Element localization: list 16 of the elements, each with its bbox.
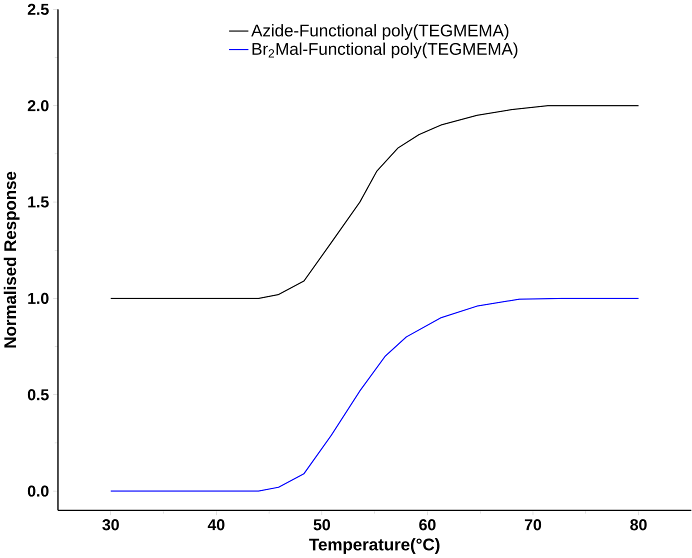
y-tick-label: 1.5 [28, 196, 49, 208]
x-tick-label: 50 [314, 519, 330, 531]
y-axis-title: Normalised Response [4, 172, 20, 348]
y-tick-label: 0.0 [28, 486, 49, 497]
x-tick-label: 80 [630, 519, 647, 531]
y-tick-label: 2.5 [28, 4, 49, 16]
x-tick-label: 30 [102, 519, 119, 531]
y-tick-label: 0.5 [28, 389, 49, 401]
y-tick-label: 1.0 [28, 293, 49, 304]
x-tick-label: 70 [524, 519, 542, 531]
x-axis-title: Temperature(°C) [309, 538, 440, 554]
y-tick-label: 2.0 [28, 100, 49, 112]
x-tick-label: 40 [208, 519, 224, 531]
x-tick-label: 60 [419, 519, 436, 531]
legend-label: Br$_{2}$Mal-Functional poly(TEGMEMA) [252, 42, 518, 58]
legend-label: Azide-Functional poly(TEGMEMA) [251, 24, 508, 40]
